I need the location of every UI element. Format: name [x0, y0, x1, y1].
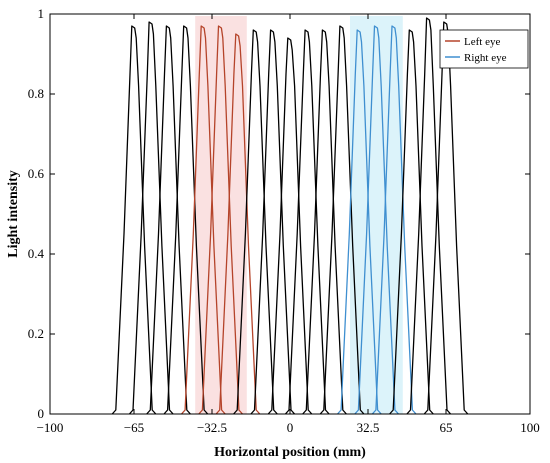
x-axis-label: Horizontal position (mm) — [214, 445, 366, 460]
series-line-8 — [233, 29, 278, 415]
series-line-1 — [111, 25, 157, 415]
series-line-13 — [319, 25, 365, 415]
y-tick-label: 0.2 — [28, 326, 44, 341]
right-eye-band — [350, 16, 403, 414]
series-line-3 — [146, 25, 191, 415]
series-line-6 — [198, 25, 243, 415]
series-line-5 — [181, 25, 226, 415]
left-eye-band — [195, 16, 247, 414]
y-tick-label: 0.6 — [28, 166, 45, 181]
x-tick-label: 0 — [287, 420, 294, 435]
x-tick-label: −65 — [124, 420, 144, 435]
series-line-10 — [267, 37, 313, 415]
series-line-14 — [337, 29, 382, 415]
series-curves — [50, 17, 530, 415]
series-line-16 — [371, 25, 417, 415]
x-tick-label: −32.5 — [197, 420, 227, 435]
series-line-18 — [406, 17, 452, 415]
series-line-2 — [128, 21, 174, 415]
x-tick-label: 32.5 — [357, 420, 380, 435]
y-tick-label: 0 — [38, 406, 45, 421]
y-tick-label: 1 — [38, 6, 45, 21]
series-line-19 — [423, 21, 469, 415]
y-tick-label: 0.4 — [28, 246, 45, 261]
series-line-17 — [389, 29, 434, 415]
series-line-11 — [284, 29, 330, 415]
legend: Left eye Right eye — [439, 29, 529, 69]
plot-area — [50, 14, 530, 414]
legend-box — [439, 29, 529, 69]
series-line-15 — [354, 25, 399, 415]
axis-ticks: −100 −65 −32.5 0 32.5 65 100 0 0.2 0.4 0.6 0.8 1 — [28, 6, 540, 435]
eye-bands — [195, 16, 403, 414]
x-tick-label: −100 — [37, 420, 64, 435]
x-tick-label: 65 — [440, 420, 453, 435]
series-line-7 — [215, 33, 261, 415]
legend-label-1: Left eye — [464, 36, 500, 48]
x-tick-label: 100 — [520, 420, 540, 435]
series-line-4 — [163, 25, 209, 415]
y-axis-label: Light intensity — [6, 170, 21, 258]
series-line-9 — [250, 29, 296, 415]
y-tick-label: 0.8 — [28, 86, 44, 101]
series-line-12 — [302, 29, 347, 415]
legend-label-2: Right eye — [464, 52, 507, 64]
